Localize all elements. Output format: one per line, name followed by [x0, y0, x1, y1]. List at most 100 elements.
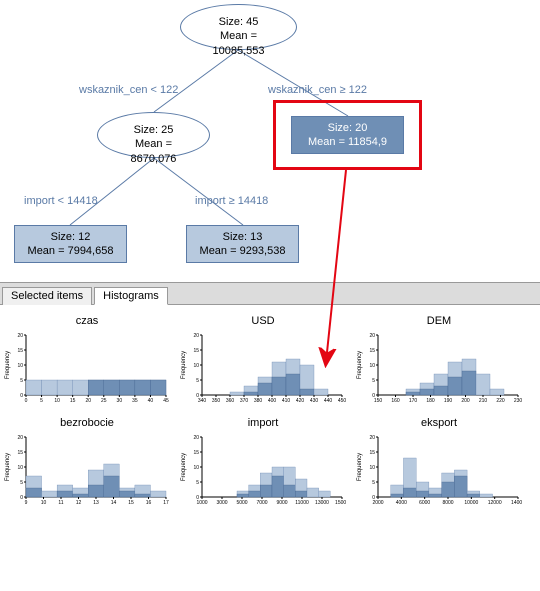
histogram-bezrobocie: bezrobocie05101520Frequency9101112131415… [4, 415, 170, 513]
svg-text:20: 20 [17, 333, 23, 339]
svg-text:3000: 3000 [216, 500, 227, 506]
svg-text:200: 200 [461, 398, 470, 404]
svg-text:0: 0 [20, 495, 23, 501]
svg-text:11: 11 [58, 500, 63, 506]
svg-text:9000: 9000 [276, 500, 287, 506]
svg-text:430: 430 [310, 398, 319, 404]
svg-text:30: 30 [117, 398, 123, 404]
svg-text:12000: 12000 [488, 500, 502, 506]
svg-text:10: 10 [193, 465, 199, 471]
svg-text:20: 20 [85, 398, 91, 404]
svg-text:10: 10 [54, 398, 60, 404]
svg-text:6000: 6000 [419, 500, 430, 506]
svg-text:25: 25 [101, 398, 107, 404]
svg-text:10: 10 [41, 500, 47, 506]
split-label-split_root_left: wskaznik_cen < 122 [79, 84, 178, 96]
svg-text:1000: 1000 [196, 500, 207, 506]
svg-text:5: 5 [372, 378, 375, 384]
tab-histograms[interactable]: Histograms [94, 287, 168, 305]
svg-text:370: 370 [240, 398, 249, 404]
node-size-label: Size: 25 [112, 123, 195, 137]
svg-text:15: 15 [193, 348, 199, 354]
svg-text:15: 15 [369, 450, 375, 456]
svg-text:15: 15 [193, 450, 199, 456]
svg-text:150: 150 [374, 398, 383, 404]
svg-text:450: 450 [338, 398, 346, 404]
svg-text:5: 5 [372, 480, 375, 486]
split-label-split_left_ll: import < 14418 [24, 195, 98, 207]
svg-text:2000: 2000 [372, 500, 383, 506]
node-mean-label: Mean = 7994,658 [21, 244, 120, 258]
svg-text:35: 35 [132, 398, 138, 404]
svg-text:5: 5 [196, 480, 199, 486]
svg-text:350: 350 [212, 398, 221, 404]
svg-text:10: 10 [193, 363, 199, 369]
svg-text:4000: 4000 [396, 500, 407, 506]
svg-text:20: 20 [369, 333, 375, 339]
svg-text:Frequency: Frequency [5, 453, 11, 481]
svg-text:400: 400 [268, 398, 277, 404]
histogram-eksport: eksport05101520Frequency2000400060008000… [356, 415, 522, 513]
tree-node-left[interactable]: Size: 25Mean = 8670,076 [97, 112, 210, 158]
tree-node-lr[interactable]: Size: 13Mean = 9293,538 [186, 225, 299, 263]
svg-text:13000: 13000 [315, 500, 329, 506]
svg-text:15: 15 [369, 348, 375, 354]
histograms-panel: czas05101520Frequency051015202530354045U… [0, 305, 540, 521]
tree-node-root[interactable]: Size: 45Mean = 10085,553 [180, 4, 297, 50]
tab-selected-items[interactable]: Selected items [2, 287, 92, 305]
tree-node-ll[interactable]: Size: 12Mean = 7994,658 [14, 225, 127, 263]
svg-text:Frequency: Frequency [357, 351, 363, 379]
svg-text:12: 12 [76, 500, 82, 506]
svg-text:5: 5 [40, 398, 43, 404]
node-mean-label: Mean = 8670,076 [112, 137, 195, 166]
svg-text:15: 15 [17, 450, 23, 456]
svg-text:9: 9 [25, 500, 28, 506]
histogram-title: czas [4, 313, 170, 331]
node-mean-label: Mean = 11854,9 [298, 135, 397, 149]
histogram-USD: USD05101520Frequency34035036037038040041… [180, 313, 346, 411]
svg-text:380: 380 [254, 398, 263, 404]
svg-text:220: 220 [496, 398, 505, 404]
svg-text:40: 40 [148, 398, 154, 404]
svg-text:420: 420 [296, 398, 305, 404]
svg-text:20: 20 [369, 435, 375, 441]
svg-text:15: 15 [17, 348, 23, 354]
svg-text:0: 0 [20, 393, 23, 399]
svg-text:Frequency: Frequency [181, 351, 187, 379]
svg-text:15: 15 [70, 398, 76, 404]
svg-text:10: 10 [369, 363, 375, 369]
svg-text:10000: 10000 [464, 500, 478, 506]
split-label-split_root_right: wskaznik_cen ≥ 122 [268, 84, 367, 96]
svg-text:10: 10 [17, 363, 23, 369]
svg-text:190: 190 [444, 398, 453, 404]
svg-text:20: 20 [193, 435, 199, 441]
decision-tree: Size: 45Mean = 10085,553 Size: 25Mean = 8… [0, 0, 540, 282]
svg-text:210: 210 [479, 398, 488, 404]
svg-text:5: 5 [196, 378, 199, 384]
histogram-title: USD [180, 313, 346, 331]
tree-node-right[interactable]: Size: 20Mean = 11854,9 [291, 116, 404, 154]
histogram-title: import [180, 415, 346, 433]
svg-text:360: 360 [226, 398, 235, 404]
svg-text:20: 20 [193, 333, 199, 339]
svg-text:16: 16 [146, 500, 152, 506]
svg-text:5000: 5000 [236, 500, 247, 506]
tab-bar: Selected itemsHistograms [0, 282, 540, 305]
svg-text:10: 10 [369, 465, 375, 471]
svg-text:180: 180 [426, 398, 435, 404]
svg-text:Frequency: Frequency [5, 351, 11, 379]
svg-text:14000: 14000 [511, 500, 522, 506]
svg-text:7000: 7000 [256, 500, 267, 506]
split-label-split_left_lr: import ≥ 14418 [195, 195, 268, 207]
svg-text:Frequency: Frequency [181, 453, 187, 481]
histogram-DEM: DEM05101520Frequency15016017018019020021… [356, 313, 522, 411]
svg-text:11000: 11000 [295, 500, 309, 506]
node-size-label: Size: 20 [298, 121, 397, 135]
svg-text:5: 5 [20, 480, 23, 486]
svg-text:15000: 15000 [335, 500, 346, 506]
svg-text:13: 13 [93, 500, 99, 506]
node-size-label: Size: 12 [21, 230, 120, 244]
svg-text:230: 230 [514, 398, 522, 404]
node-mean-label: Mean = 10085,553 [195, 29, 282, 58]
svg-text:410: 410 [282, 398, 291, 404]
